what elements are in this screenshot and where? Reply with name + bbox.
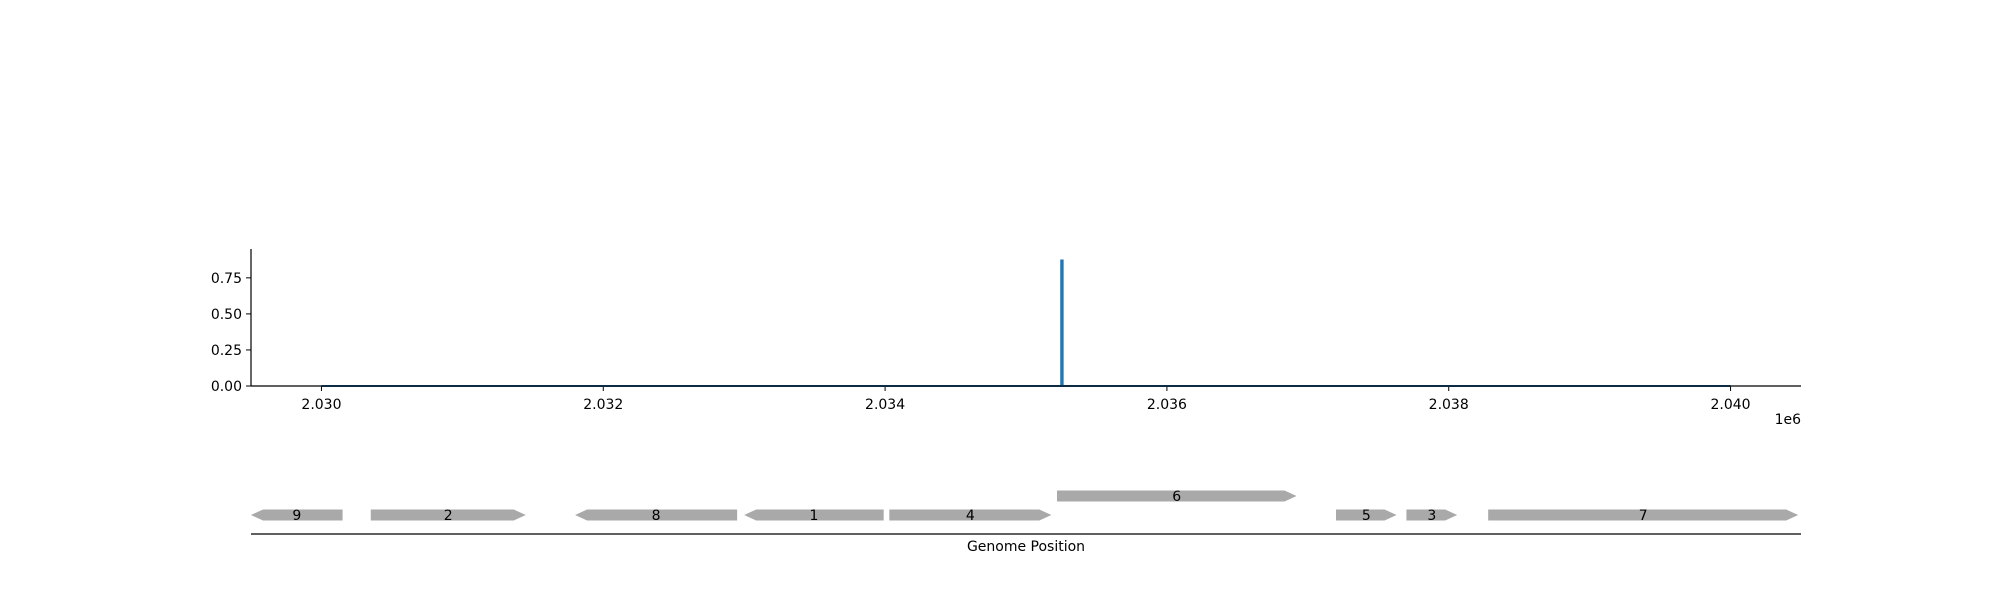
x-tick-label: 2.040: [1710, 397, 1750, 413]
gene-feature-2: [370, 509, 526, 521]
gene-feature-8: [575, 509, 738, 521]
gene-track: 9 2 8 1 465 3 7 Genome Position: [251, 489, 1801, 555]
gene-feature-3: [1406, 509, 1458, 521]
x-offset-label: 1e6: [1775, 412, 1802, 428]
y-tick-label: 0.00: [211, 379, 242, 395]
gene-feature-7: [1488, 509, 1799, 521]
gene-label: 2: [444, 508, 453, 524]
x-axis-label: Genome Position: [967, 539, 1085, 555]
x-tick-label: 2.030: [301, 397, 341, 413]
coverage-plot: 2.030 2.032 2.034 2.036 2.038 2.040 0.000.250…: [211, 249, 1801, 428]
gene-feature-5: [1336, 509, 1397, 521]
gene-label: 6: [1172, 489, 1181, 505]
gene-feature-4: [889, 509, 1052, 521]
gene-label: 1: [809, 508, 818, 524]
gene-feature-1: [744, 509, 884, 521]
y-tick-label: 0.50: [211, 307, 242, 323]
x-tick-label: 2.036: [1147, 397, 1187, 413]
x-tick-label: 2.038: [1429, 397, 1469, 413]
gene-label: 4: [966, 508, 975, 524]
gene-label: 8: [652, 508, 661, 524]
gene-features: 9 2 8 1 465 3 7: [251, 489, 1799, 524]
gene-label: 9: [292, 508, 301, 524]
y-ticks: 0.00 0.25 0.50 0.75: [211, 271, 251, 395]
gene-label: 5: [1362, 508, 1371, 524]
x-tick-label: 2.032: [583, 397, 623, 413]
gene-label: 3: [1427, 508, 1436, 524]
y-tick-label: 0.75: [211, 271, 242, 287]
x-tick-label: 2.034: [865, 397, 905, 413]
y-tick-label: 0.25: [211, 343, 242, 359]
x-ticks: 2.030 2.032 2.034 2.036 2.038 2.040: [301, 386, 1751, 413]
gene-feature-6: [1057, 490, 1297, 502]
gene-feature-9: [251, 509, 343, 521]
coverage-line: [321, 259, 1731, 387]
gene-label: 7: [1639, 508, 1648, 524]
